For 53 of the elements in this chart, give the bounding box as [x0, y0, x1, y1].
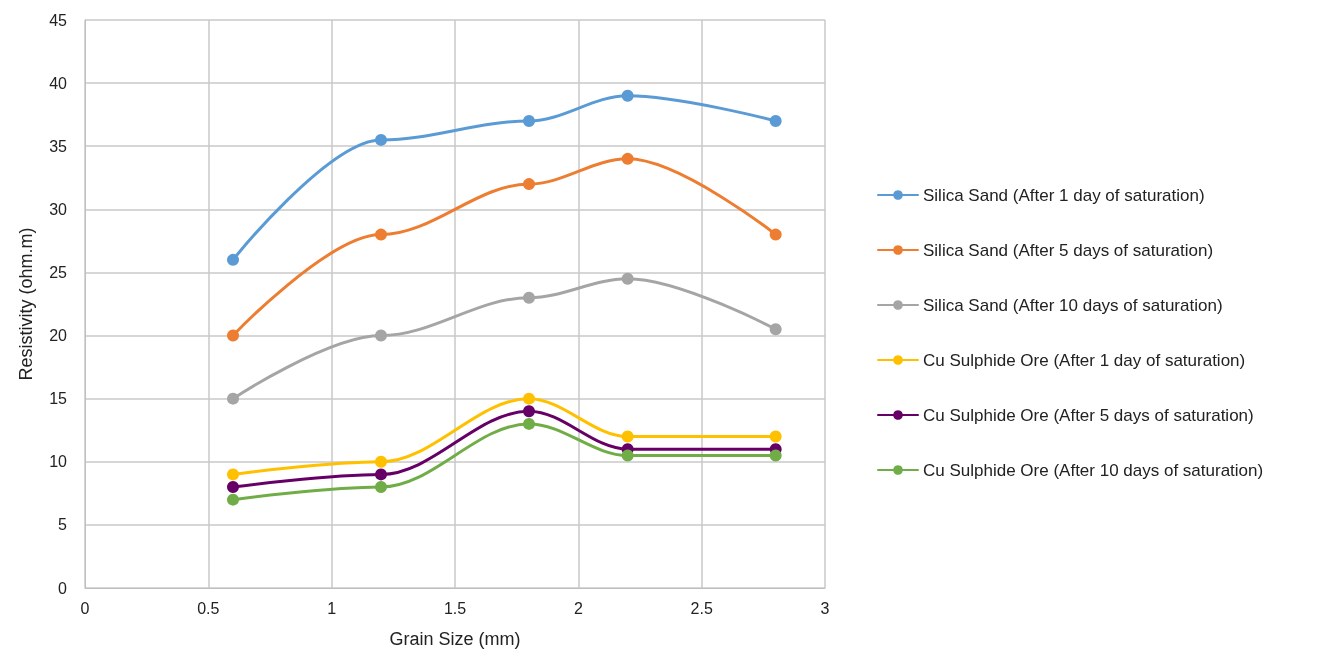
point: [523, 392, 535, 405]
point: [769, 323, 782, 336]
x-tick-label: 1: [327, 599, 337, 617]
point: [523, 417, 535, 430]
point: [523, 114, 535, 127]
point: [375, 228, 387, 241]
point: [375, 329, 387, 342]
point: [523, 405, 535, 418]
legend-label: Silica Sand (After 1 day of saturation): [923, 185, 1205, 205]
point: [227, 481, 239, 494]
point: [227, 468, 239, 481]
legend-label: Silica Sand (After 10 days of saturation): [923, 295, 1223, 315]
x-axis-title: Grain Size (mm): [389, 629, 521, 649]
point: [769, 449, 782, 462]
point: [375, 468, 387, 481]
point: [621, 449, 634, 462]
point: [769, 430, 782, 443]
point: [769, 114, 782, 127]
y-tick-label: 25: [49, 263, 68, 281]
point: [621, 430, 634, 443]
legend-label: Cu Sulphide Ore (After 1 day of saturation): [923, 350, 1246, 370]
y-tick-label: 0: [58, 579, 68, 597]
x-tick-label: 3: [820, 599, 830, 617]
y-tick-label: 5: [58, 516, 68, 534]
x-tick-label: 2: [573, 599, 583, 617]
x-tick-label: 0: [80, 599, 90, 617]
legend-label: Silica Sand (After 5 days of saturation): [923, 240, 1214, 260]
legend-label: Cu Sulphide Ore (After 10 days of saturation): [923, 460, 1264, 480]
point: [523, 291, 535, 304]
point: [227, 392, 239, 405]
point: [227, 493, 239, 506]
point: [375, 133, 387, 146]
point: [621, 152, 634, 165]
y-tick-label: 45: [49, 11, 68, 29]
x-tick-label: 2.5: [690, 599, 713, 617]
point: [769, 228, 782, 241]
x-tick-label: 0.5: [197, 599, 220, 617]
point: [621, 89, 634, 102]
y-tick-label: 20: [49, 327, 68, 345]
x-tick-label: 1.5: [443, 599, 467, 617]
point: [227, 329, 239, 342]
y-tick-label: 30: [49, 200, 68, 218]
y-axis-title: Resistivity (ohm.m): [16, 227, 36, 381]
point: [621, 272, 634, 285]
point: [227, 253, 239, 266]
point: [523, 178, 535, 191]
point: [375, 455, 387, 468]
legend-label: Cu Sulphide Ore (After 5 days of saturation): [923, 405, 1254, 425]
y-tick-label: 35: [49, 137, 68, 155]
y-tick-label: 10: [49, 453, 68, 471]
point: [375, 481, 387, 494]
y-tick-label: 40: [49, 74, 68, 92]
y-tick-label: 15: [49, 390, 68, 408]
